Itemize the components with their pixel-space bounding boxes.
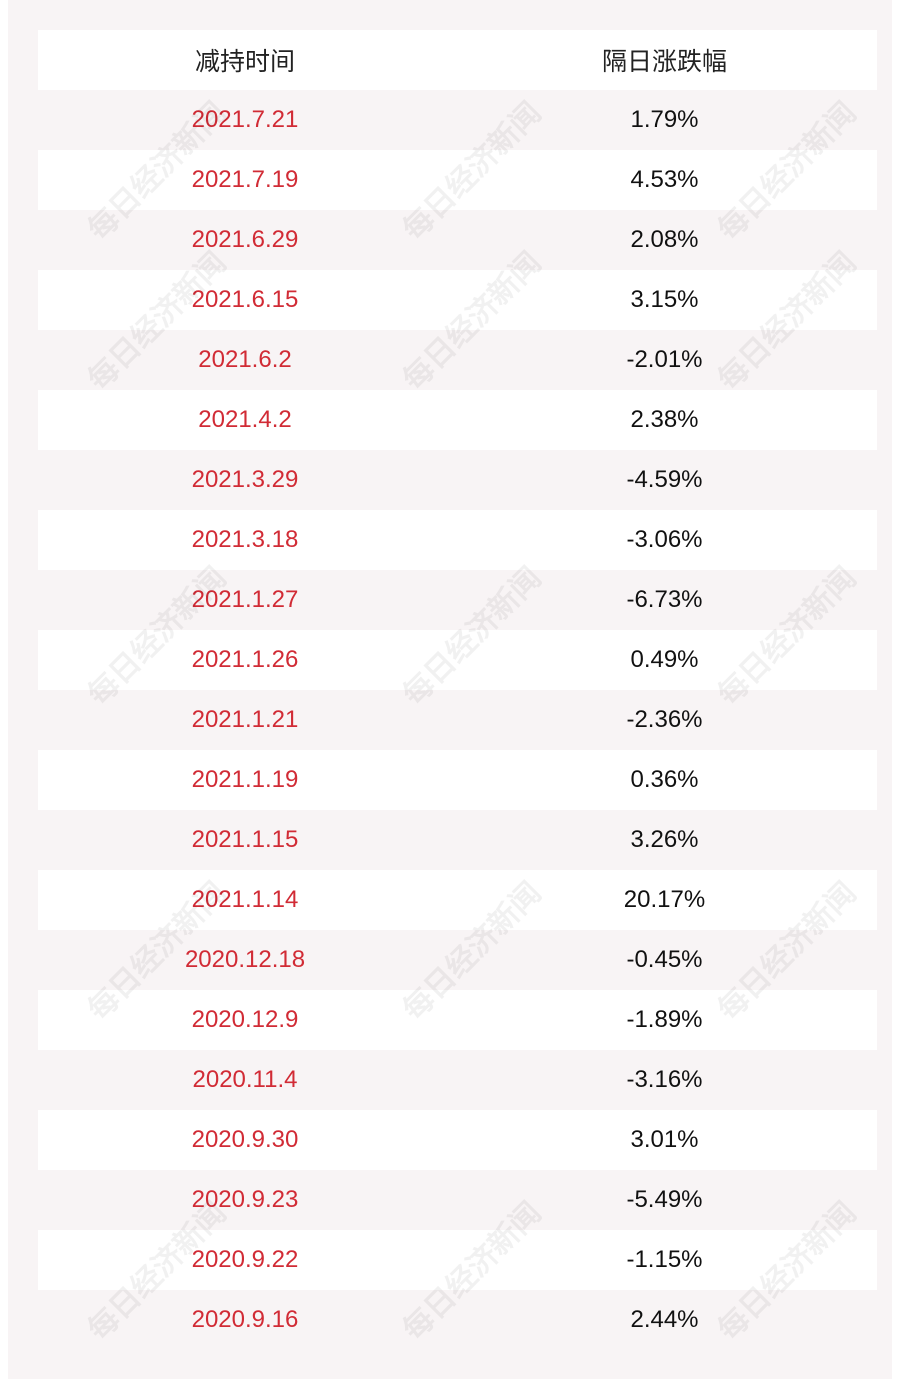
table-row: 2020.12.18 -0.45% — [38, 930, 877, 990]
table-row: 2021.6.2 -2.01% — [38, 330, 877, 390]
change-cell: 3.01% — [630, 1126, 699, 1153]
date-cell: 2021.4.2 — [198, 406, 292, 433]
change-cell: 3.26% — [630, 826, 699, 853]
table-row: 2020.11.4 -3.16% — [38, 1050, 877, 1110]
date-cell: 2021.6.2 — [198, 346, 292, 373]
table-row: 2021.1.26 0.49% — [38, 630, 877, 690]
change-cell: 4.53% — [630, 166, 699, 193]
table-row: 2021.1.15 3.26% — [38, 810, 877, 870]
date-cell: 2021.3.29 — [191, 466, 299, 493]
change-cell: 3.15% — [630, 286, 699, 313]
table-row: 2020.12.9 -1.89% — [38, 990, 877, 1050]
header-cell: 隔日涨跌幅 — [601, 48, 727, 76]
change-cell: -4.59% — [626, 466, 703, 493]
date-cell: 2020.9.16 — [191, 1306, 299, 1333]
change-cell: 2.08% — [630, 226, 699, 253]
change-cell: -1.89% — [626, 1006, 703, 1033]
date-cell: 2020.11.4 — [192, 1066, 298, 1093]
panel: 减持时间 隔日涨跌幅 2021.7.21 1.79% 2021.7.19 4.53% 2… — [8, 0, 892, 1379]
date-cell: 2021.7.21 — [191, 106, 299, 133]
table-row: 2021.6.29 2.08% — [38, 210, 877, 270]
change-cell: -1.15% — [626, 1246, 703, 1273]
change-cell: 1.79% — [630, 106, 699, 133]
date-cell: 2021.1.21 — [191, 706, 299, 733]
change-cell: -3.06% — [626, 526, 703, 553]
table-row: 2020.9.30 3.01% — [38, 1110, 877, 1170]
change-cell: -5.49% — [626, 1186, 703, 1213]
date-cell: 2020.12.9 — [191, 1006, 299, 1033]
date-cell: 2021.6.29 — [191, 226, 299, 253]
date-cell: 2021.1.14 — [191, 886, 299, 913]
table-row: 2021.3.29 -4.59% — [38, 450, 877, 510]
table-row: 2020.9.16 2.44% — [38, 1290, 877, 1350]
change-cell: 20.17% — [623, 886, 706, 913]
date-cell: 2020.12.18 — [184, 946, 306, 973]
date-cell: 2021.1.26 — [191, 646, 299, 673]
change-cell: -0.45% — [626, 946, 703, 973]
date-cell: 2021.7.19 — [191, 166, 299, 193]
table-row: 2021.7.21 1.79% — [38, 90, 877, 150]
date-cell: 2021.1.19 — [191, 766, 299, 793]
table-row: 2020.9.22 -1.15% — [38, 1230, 877, 1290]
header-row: 减持时间 隔日涨跌幅 — [38, 30, 877, 90]
change-cell: 0.36% — [630, 766, 699, 793]
header-cell: 减持时间 — [194, 48, 295, 76]
table-row: 2021.1.21 -2.36% — [38, 690, 877, 750]
date-cell: 2020.9.30 — [191, 1126, 299, 1153]
table-row: 2021.1.14 20.17% — [38, 870, 877, 930]
date-cell: 2021.6.15 — [191, 286, 299, 313]
change-cell: 2.38% — [630, 406, 699, 433]
table-row: 2021.1.27 -6.73% — [38, 570, 877, 630]
date-cell: 2021.1.15 — [191, 826, 299, 853]
table: 减持时间 隔日涨跌幅 2021.7.21 1.79% 2021.7.19 4.53% 2… — [38, 30, 877, 1350]
table-row: 2021.7.19 4.53% — [38, 150, 877, 210]
table-row: 2021.3.18 -3.06% — [38, 510, 877, 570]
table-row: 2020.9.23 -5.49% — [38, 1170, 877, 1230]
change-cell: -6.73% — [626, 586, 703, 613]
change-cell: -3.16% — [626, 1066, 703, 1093]
change-cell: -2.36% — [626, 706, 703, 733]
change-cell: 2.44% — [630, 1306, 699, 1333]
table-row: 2021.4.2 2.38% — [38, 390, 877, 450]
change-cell: 0.49% — [630, 646, 699, 673]
change-cell: -2.01% — [626, 346, 703, 373]
date-cell: 2021.3.18 — [191, 526, 299, 553]
date-cell: 2020.9.22 — [191, 1246, 299, 1273]
date-cell: 2020.9.23 — [191, 1186, 299, 1213]
table-row: 2021.1.19 0.36% — [38, 750, 877, 810]
date-cell: 2021.1.27 — [191, 586, 299, 613]
table-row: 2021.6.15 3.15% — [38, 270, 877, 330]
